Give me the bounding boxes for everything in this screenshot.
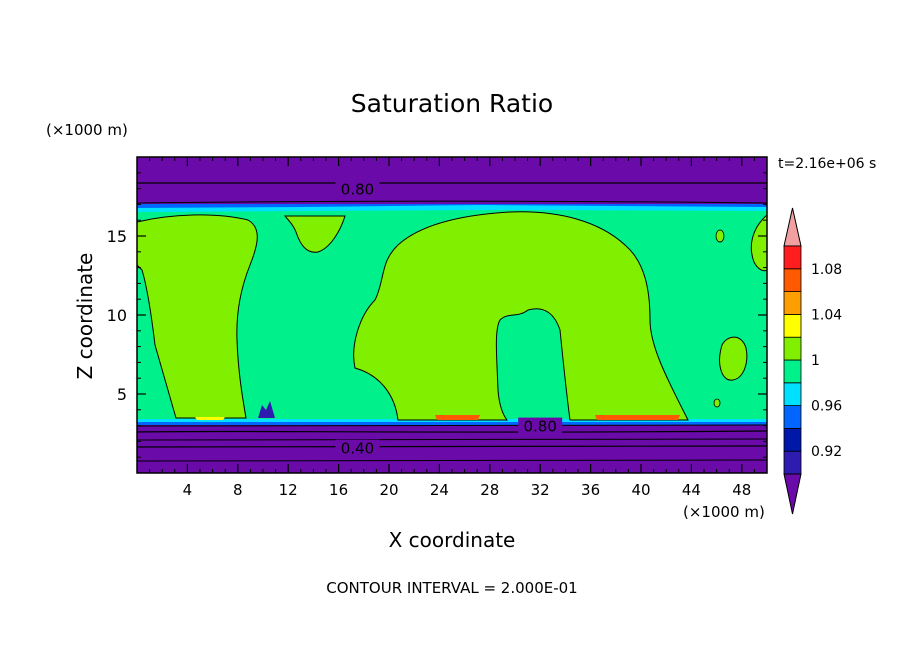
field-upper-transition-cyan [137, 205, 767, 212]
contour-line-lower-2 [137, 438, 767, 441]
plume-center [353, 211, 689, 421]
colorbar-swatch [783, 245, 802, 270]
contour-line-080-bottom [137, 430, 767, 433]
colorbar-swatch [783, 405, 802, 429]
colorbar-swatch [783, 359, 802, 384]
x-tick-label: 20 [379, 481, 398, 499]
x-axis-label: X coordinate [389, 528, 516, 552]
colorbar-swatch [783, 450, 802, 475]
colorbar-label: 0.92 [811, 444, 842, 460]
x-tick-label: 24 [430, 481, 449, 499]
field-dry-lower [137, 422, 767, 473]
plume-small-top [283, 215, 346, 253]
x-tick-label: 44 [682, 481, 701, 499]
contour-label: 0.80 [341, 181, 374, 199]
x-unit-label: (×1000 m) [683, 503, 765, 521]
x-tick-label: 8 [233, 481, 243, 499]
x-tick-label: 16 [329, 481, 348, 499]
colorbar-swatch [783, 313, 802, 338]
supersat-spot-3 [595, 415, 680, 420]
plume-speck-1 [715, 229, 725, 243]
y-tick-label: 15 [107, 227, 127, 246]
y-unit-label: (×1000 m) [46, 121, 128, 139]
colorbar-top-triangle [783, 207, 802, 247]
colorbar-swatch [783, 382, 802, 406]
x-tick-label: 48 [732, 481, 751, 499]
colorbar-swatch [783, 268, 802, 292]
contour-label: 0.80 [523, 418, 556, 436]
plume-right-small [719, 336, 748, 381]
contour-label-bg [335, 439, 380, 456]
x-tick-label: 28 [480, 481, 499, 499]
supersat-spot-2 [435, 415, 480, 420]
colorbar-swatch [783, 291, 802, 315]
dry-intrusion [258, 401, 275, 418]
y-axis-ticks: 5 10 15 [107, 172, 767, 458]
colorbar-bottom-triangle [783, 473, 802, 515]
colorbar-label: 1.04 [811, 307, 842, 323]
colorbar-swatch [783, 336, 802, 361]
x-tick-label: 4 [183, 481, 193, 499]
colorbar-label: 1.08 [811, 262, 842, 278]
plume-left [137, 214, 258, 419]
x-tick-label: 12 [279, 481, 298, 499]
x-tick-label: 40 [631, 481, 650, 499]
contour-labels: 0.80 0.80 0.40 [335, 180, 563, 458]
plume-right-edge [750, 214, 767, 272]
x-tick-label: 32 [531, 481, 550, 499]
contour-label: 0.40 [341, 440, 374, 458]
supersat-spot-1 [195, 417, 225, 420]
contour-line-lower-1 [137, 424, 767, 427]
field-dry-upper [137, 157, 767, 205]
contour-line-040 [137, 445, 767, 448]
plume-speck-2 [713, 398, 721, 408]
contour-line-lower-3 [137, 459, 767, 462]
contour-label-bg [518, 417, 563, 434]
colorbar-label: 1 [811, 353, 820, 369]
contour-interval-label: CONTOUR INTERVAL = 2.000E-01 [326, 579, 577, 597]
field-lower-blue [137, 422, 767, 425]
chart-title: Saturation Ratio [351, 89, 553, 118]
contour-field [137, 157, 767, 473]
x-tick-label: 36 [581, 481, 600, 499]
colorbar-swatch [783, 427, 802, 452]
colorbar: 0.92 0.96 1 1.04 1.08 [783, 207, 842, 515]
colorbar-label: 0.96 [811, 399, 842, 415]
time-label: t=2.16e+06 s [778, 156, 876, 172]
y-tick-label: 10 [107, 306, 127, 325]
contour-line-top-2 [137, 200, 767, 204]
y-axis-label: Z coordinate [73, 253, 97, 380]
y-tick-label: 5 [117, 385, 127, 404]
plot-frame [136, 156, 768, 474]
contour-label-bg [335, 180, 380, 197]
